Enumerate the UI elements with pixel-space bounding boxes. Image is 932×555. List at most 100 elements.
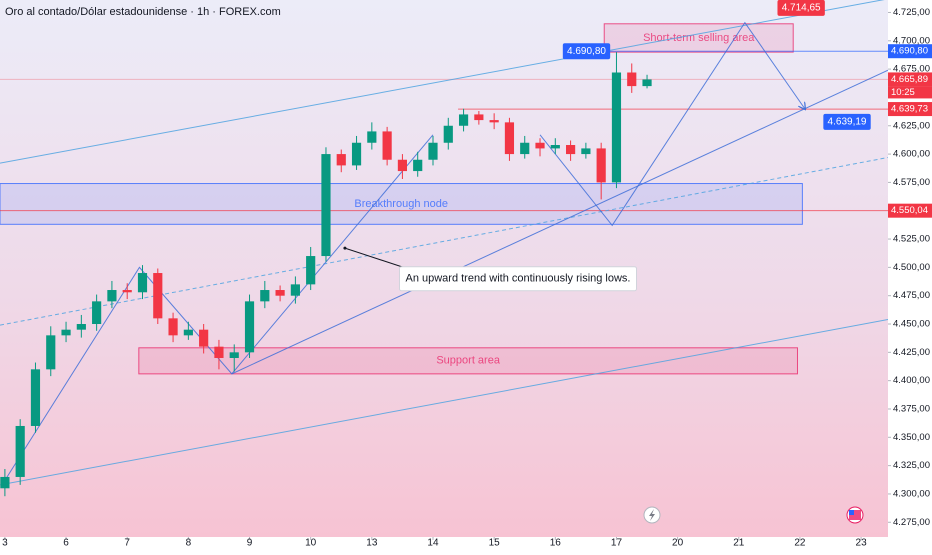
candle-body [168,318,178,336]
countdown: 10:25 [891,87,915,98]
x-tick-label: 16 [550,538,562,549]
time-axis [0,537,932,550]
candle-body [535,142,545,149]
zone [0,183,803,225]
y-tick-label: 4.275,00 [893,517,930,528]
candle-body [581,148,591,155]
x-tick-label: 21 [733,538,745,549]
candle-body [92,301,102,325]
y-tick-label: 4.450,00 [893,319,930,330]
candle-body [153,273,163,319]
price-axis-label-text: 4.665,89 [891,74,928,85]
candle-body [566,145,576,155]
y-tick-label: 4.350,00 [893,432,930,443]
candle-body [122,290,132,293]
y-tick-label: 4.400,00 [893,375,930,386]
y-tick-label: 4.700,00 [893,35,930,46]
candle-body [596,148,606,183]
trend-line [4,134,434,481]
y-tick-label: 4.725,00 [893,7,930,18]
callout-box [398,266,638,292]
price-axis-label [888,72,932,87]
candle-body [443,125,453,143]
candle-body [413,159,423,172]
candle-body [183,329,193,336]
x-tick-label: 3 [2,538,8,549]
candle-body [336,154,346,166]
callout-anchor [343,246,347,250]
candle-body [107,290,117,302]
candle-body [46,335,56,370]
candle-body [382,131,392,160]
x-tick-label: 9 [247,538,253,549]
replay-icon[interactable] [643,506,661,524]
zone-label: Breakthrough node [354,198,448,210]
price-axis-label [888,102,932,117]
countdown-box [888,86,932,99]
x-tick-label: 14 [427,538,439,549]
x-tick-label: 17 [611,538,623,549]
price-marker [823,113,871,130]
price-marker [777,0,825,16]
y-tick-label: 4.300,00 [893,488,930,499]
candle-body [30,369,41,426]
trend-line [0,0,885,164]
candle-body [458,114,469,126]
candle-body [550,145,560,149]
price-axis-label-text: 4.550,04 [891,205,928,216]
candle-body [367,131,377,143]
price-axis-label [888,203,932,218]
candle-body [351,142,362,166]
candle-body [504,122,515,155]
y-tick-label: 4.475,00 [893,290,930,301]
candle-body [306,256,316,285]
price-marker-label: 4.690,80 [567,46,606,57]
candle-body [611,72,622,183]
price-axis-label-text: 4.639,73 [891,104,928,115]
x-tick-label: 23 [856,538,868,549]
candle-body [0,476,10,489]
candle-body [15,425,25,477]
y-tick-label: 4.675,00 [893,64,930,75]
candle-body [244,301,255,353]
candle-body [489,120,499,123]
x-tick-label: 22 [794,538,806,549]
y-tick-label: 4.525,00 [893,234,930,245]
trend-line [0,156,888,326]
candle-body [474,114,484,121]
price-marker [562,43,611,60]
candle-body [397,159,407,172]
x-tick-label: 10 [305,538,317,549]
overlay: An upward trend with continuously rising… [343,0,932,292]
callout-text: An upward trend with continuously rising… [405,273,630,285]
candle-body [260,290,270,302]
candle-body [229,352,239,358]
plot: Breakthrough node Support area Short-term … [0,0,888,497]
candle-body [61,329,71,336]
candle-body [428,142,438,160]
price-axis-label-text: 4.690,80 [891,46,928,57]
candle-body [627,72,637,87]
candle-body [199,329,209,347]
price-marker-label: 4.714,65 [782,3,821,14]
trend-line [539,21,805,227]
y-tick-label: 4.325,00 [893,460,930,471]
y-tick-label: 4.625,00 [893,120,930,131]
candle-body [76,324,86,330]
zone-label: Support area [436,355,500,367]
y-tick-label: 4.375,00 [893,403,930,414]
x-tick-label: 8 [186,538,192,549]
y-tick-label: 4.425,00 [893,347,930,358]
trend-line [231,69,888,375]
chart-title: Oro al contado/Dólar estadounidense · 1h… [5,6,281,18]
y-tick-label: 4.600,00 [893,149,930,160]
flag-icon[interactable] [846,506,864,524]
price-marker-label: 4.639,19 [828,117,867,128]
candle-body [642,79,652,87]
price-axis-label [888,44,932,59]
x-tick-label: 6 [63,538,69,549]
candle-body [275,290,285,296]
candle-body [290,284,300,296]
candle-body [520,142,530,155]
